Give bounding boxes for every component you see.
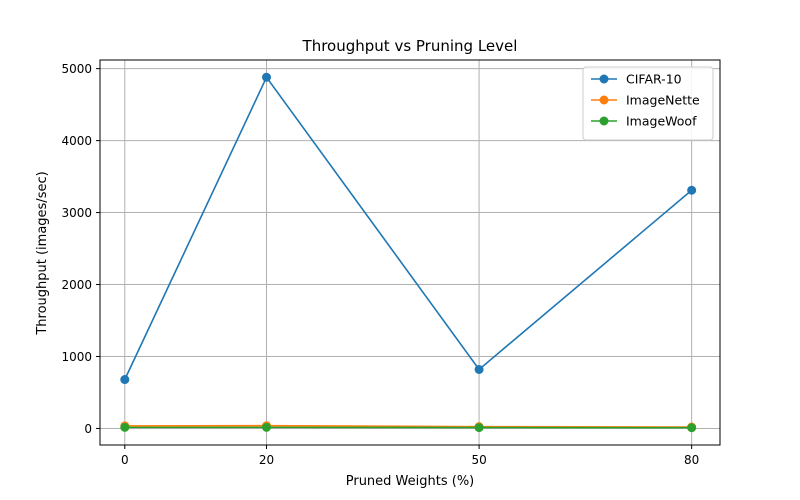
- legend: CIFAR-10 ImageNette ImageWoof: [582, 66, 714, 141]
- data-point: [474, 364, 484, 374]
- y-tick-label: 1000: [61, 350, 92, 364]
- y-tick-label: 0: [84, 422, 92, 436]
- chart-title: Throughput vs Pruning Level: [302, 37, 518, 55]
- series-cifar-10: [120, 72, 697, 385]
- plot-area-frame: [99, 59, 721, 446]
- legend-label: ImageNette: [626, 93, 700, 108]
- legend-marker: [599, 74, 609, 84]
- series-group: [120, 72, 697, 433]
- legend-marker: [599, 95, 609, 105]
- axis-ticks: 0 20 50 80 0 1000 2000 3000 4000 5000: [61, 62, 699, 467]
- x-tick-label: 50: [471, 453, 486, 467]
- data-point: [687, 185, 697, 195]
- legend-label: CIFAR-10: [626, 72, 682, 87]
- legend-label: ImageWoof: [626, 114, 697, 129]
- x-tick-label: 0: [121, 453, 129, 467]
- y-tick-label: 3000: [61, 206, 92, 220]
- data-point: [687, 423, 697, 433]
- y-axis-label: Throughput (images/sec): [35, 171, 50, 335]
- data-point: [474, 423, 484, 433]
- x-axis-label: Pruned Weights (%): [346, 474, 475, 489]
- data-point: [262, 72, 272, 82]
- y-tick-label: 5000: [61, 62, 92, 76]
- series-line: [124, 424, 692, 428]
- data-point: [120, 422, 130, 432]
- data-point: [262, 422, 272, 432]
- legend-marker: [599, 116, 609, 126]
- x-tick-label: 80: [684, 453, 699, 467]
- x-tick-label: 20: [259, 453, 274, 467]
- y-tick-label: 2000: [61, 278, 92, 292]
- series-imagewoof: [120, 422, 697, 433]
- data-point: [120, 375, 130, 385]
- series-line: [124, 75, 693, 380]
- y-tick-label: 4000: [61, 134, 92, 148]
- series-imagenette: [120, 421, 697, 432]
